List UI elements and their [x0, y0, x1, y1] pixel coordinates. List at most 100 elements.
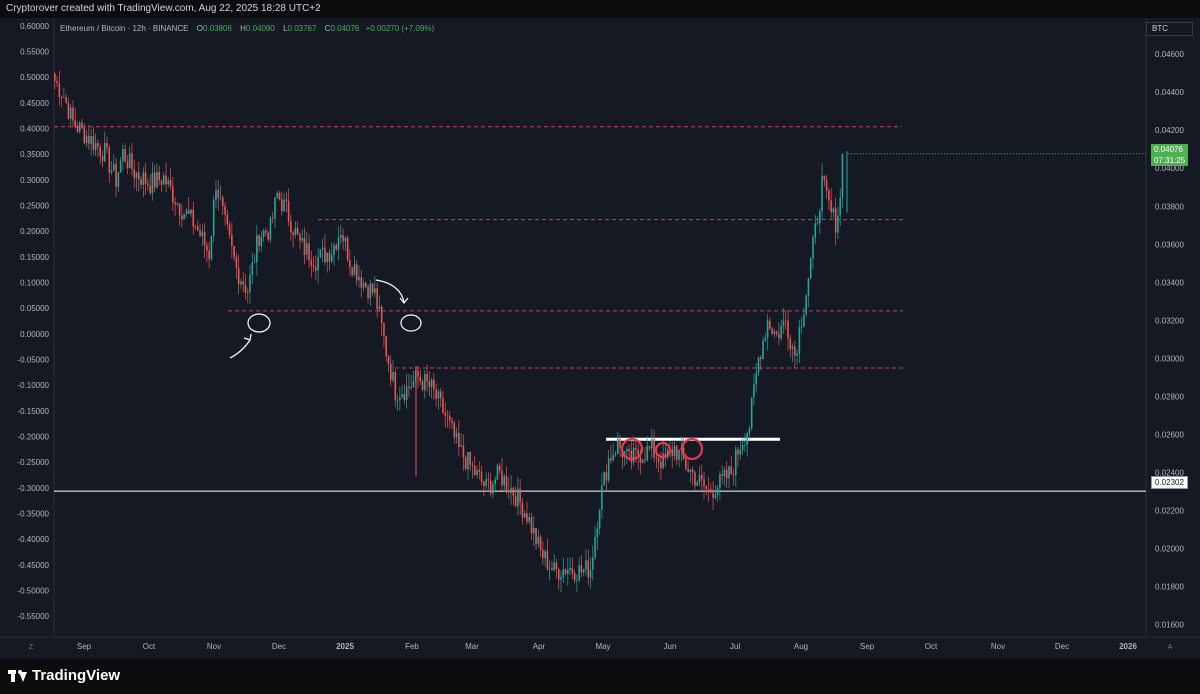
- candle-body: [122, 149, 124, 161]
- candle-body: [346, 237, 349, 261]
- symbol-scale-button[interactable]: BTC: [1146, 22, 1193, 36]
- candle-body: [489, 480, 492, 494]
- candle-body: [162, 175, 165, 185]
- candle-body: [546, 551, 549, 570]
- right-axis-tick-label: 0.04000: [1155, 164, 1184, 173]
- candle-body: [455, 432, 458, 438]
- candle-body: [698, 474, 701, 483]
- candle-body: [285, 199, 288, 202]
- candle-body: [183, 213, 185, 220]
- candle-body: [378, 306, 381, 309]
- red-circle-mark: [680, 437, 704, 461]
- candle-body: [387, 356, 390, 365]
- right-axis-tick-label: 0.03200: [1155, 316, 1184, 325]
- candle-body: [126, 161, 129, 169]
- candle-body: [351, 267, 353, 275]
- candle-body: [133, 169, 136, 179]
- candle-body: [328, 252, 331, 262]
- candle-body: [496, 465, 499, 480]
- candle-body: [553, 562, 555, 571]
- candle-body: [530, 517, 533, 534]
- candle-body: [201, 231, 204, 237]
- candle-body: [705, 486, 708, 489]
- left-axis-tick-label: -0.15000: [17, 407, 49, 416]
- left-axis-tick-label: 0.60000: [20, 22, 49, 31]
- candle-body: [453, 423, 456, 438]
- candle-body: [662, 453, 664, 469]
- candle-body: [158, 171, 161, 181]
- candle-body: [242, 281, 245, 285]
- candle-body: [219, 197, 222, 199]
- candle-body: [521, 502, 524, 518]
- candle-body: [197, 226, 199, 231]
- candle-body: [403, 394, 406, 400]
- auto-scale-label: A: [1168, 644, 1173, 651]
- candle-body: [63, 97, 65, 99]
- candle-body: [837, 215, 839, 233]
- symbol-scale-label: BTC: [1152, 24, 1168, 33]
- candle-body: [519, 488, 521, 503]
- candle-body: [691, 469, 694, 473]
- price-chart[interactable]: 0.04600 0.04400 0.04200 0.04000 0.03800 0.036…: [0, 18, 1200, 659]
- candle-body: [319, 249, 322, 258]
- candle-body: [564, 569, 567, 574]
- candle-body: [716, 488, 719, 496]
- candle-body: [108, 147, 111, 173]
- candle-body: [251, 262, 254, 275]
- candle-body: [364, 282, 367, 287]
- candle-body: [385, 336, 388, 357]
- right-axis-tick-label: 0.02600: [1155, 431, 1184, 440]
- candle-body: [167, 179, 170, 185]
- time-axis-tick-label: Sep: [860, 642, 875, 651]
- candle-body: [773, 331, 776, 334]
- candle-body: [601, 485, 603, 510]
- candle-body: [571, 568, 574, 573]
- candle-body: [333, 245, 335, 256]
- candle-body: [448, 416, 451, 421]
- candle-body: [830, 200, 832, 213]
- candle-body: [757, 357, 760, 373]
- candle-body: [274, 197, 276, 219]
- candle-body: [605, 472, 608, 481]
- arrowhead-mark: [243, 333, 252, 341]
- candle-body: [212, 200, 215, 236]
- left-axis-tick-label: 0.10000: [20, 278, 49, 287]
- candle-body: [353, 264, 356, 275]
- candle-body: [485, 479, 487, 486]
- candle-body: [460, 445, 462, 447]
- chart-panel[interactable]: 0.04600 0.04400 0.04200 0.04000 0.03800 0.036…: [0, 18, 1200, 659]
- candle-body: [194, 226, 197, 228]
- candle-body: [235, 257, 238, 268]
- candle-body: [301, 238, 304, 241]
- last-price-value: 0.04076: [1154, 145, 1183, 154]
- candle-body: [435, 389, 437, 399]
- candle-body: [598, 509, 601, 529]
- left-axis-tick-label: -0.55000: [17, 612, 49, 621]
- candle-body: [312, 265, 315, 267]
- annotations-group: [229, 279, 704, 461]
- candle-body: [580, 565, 583, 573]
- candle-body: [299, 234, 301, 241]
- candle-body: [714, 495, 717, 498]
- candle-body: [446, 415, 449, 417]
- candle-body: [707, 488, 710, 490]
- tradingview-logo[interactable]: TradingView: [8, 667, 120, 684]
- legend-open: 0.03806: [202, 24, 232, 33]
- candle-body: [523, 513, 526, 518]
- candle-body: [296, 228, 299, 235]
- candle-body: [430, 379, 433, 387]
- candle-body: [483, 481, 485, 486]
- candle-body: [144, 172, 147, 184]
- legend-close-label: C: [324, 24, 331, 33]
- left-axis-tick-label: 0.05000: [20, 304, 49, 313]
- candle-body: [616, 438, 619, 454]
- candle-body: [142, 172, 145, 185]
- candle-body: [487, 479, 490, 481]
- candle-body: [217, 189, 220, 198]
- candle-body: [478, 469, 481, 473]
- candle-body: [101, 156, 104, 162]
- candle-body: [796, 353, 798, 356]
- candle-body: [725, 469, 728, 479]
- candle-body: [498, 465, 501, 471]
- candle-body: [419, 376, 422, 382]
